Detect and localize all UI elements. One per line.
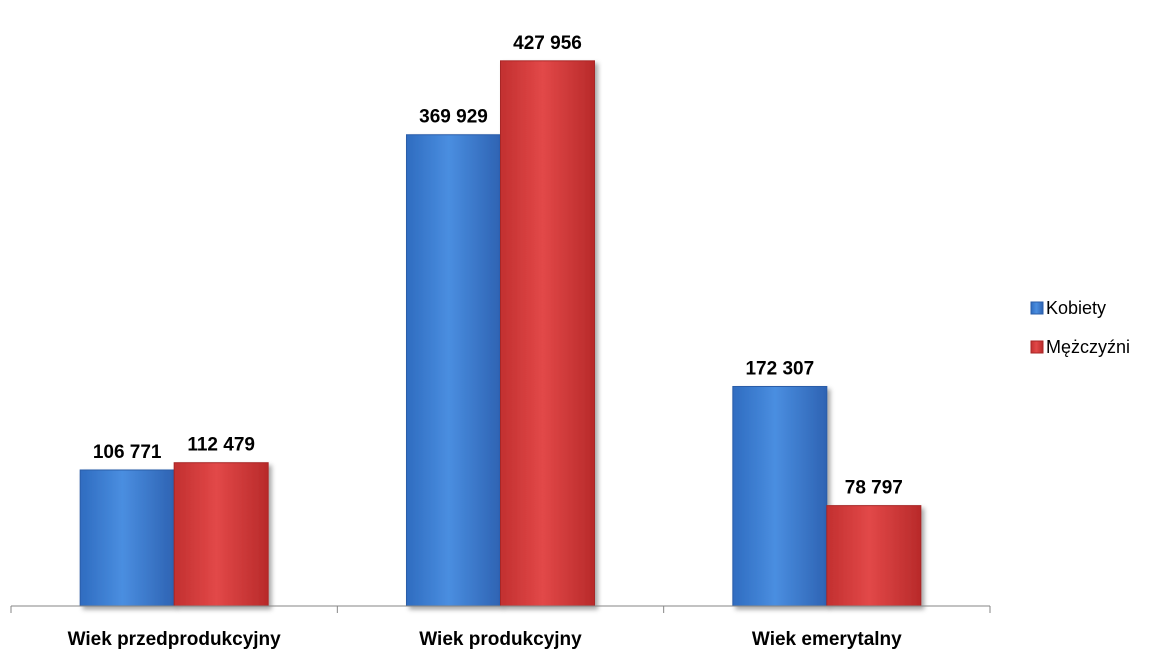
legend-label-kobiety: Kobiety — [1046, 298, 1106, 318]
x-axis: Wiek przedprodukcyjny Wiek produkcyjny Wie… — [10, 605, 991, 650]
legend: Kobiety Mężczyźni — [1030, 298, 1130, 357]
legend-swatch-kobiety — [1030, 301, 1044, 315]
data-label-mezczyzni-wiek-przedprodukcyjny: 112 479 — [187, 435, 255, 456]
data-labels-layer: 106 771 112 479 369 929 427 956 172 307 78 79… — [93, 33, 903, 499]
bar-kobiety-wiek-przedprodukcyjny — [79, 469, 175, 607]
data-label-mezczyzni-wiek-produkcyjny: 427 956 — [513, 33, 582, 54]
x-tick-label-wiek-emerytalny: Wiek emerytalny — [752, 629, 902, 650]
bar-kobiety-wiek-emerytalny — [732, 385, 828, 607]
x-tick-label-wiek-przedprodukcyjny: Wiek przedprodukcyjny — [68, 629, 282, 650]
bar-mezczyzni-wiek-produkcyjny — [500, 60, 595, 607]
x-tick-label-wiek-produkcyjny: Wiek produkcyjny — [419, 629, 582, 650]
bar-kobiety-wiek-produkcyjny — [406, 134, 501, 607]
data-label-mezczyzni-wiek-emerytalny: 78 797 — [845, 478, 903, 499]
bar-mezczyzni-wiek-emerytalny — [826, 505, 922, 607]
bar-mezczyzni-wiek-przedprodukcyjny — [173, 462, 269, 607]
legend-label-mezczyzni: Mężczyźni — [1046, 337, 1130, 357]
data-label-kobiety-wiek-emerytalny: 172 307 — [745, 358, 814, 379]
legend-swatch-mezczyzni — [1030, 340, 1044, 354]
bars-layer — [79, 60, 922, 607]
data-label-kobiety-wiek-produkcyjny: 369 929 — [419, 107, 488, 128]
data-label-kobiety-wiek-przedprodukcyjny: 106 771 — [93, 442, 162, 463]
